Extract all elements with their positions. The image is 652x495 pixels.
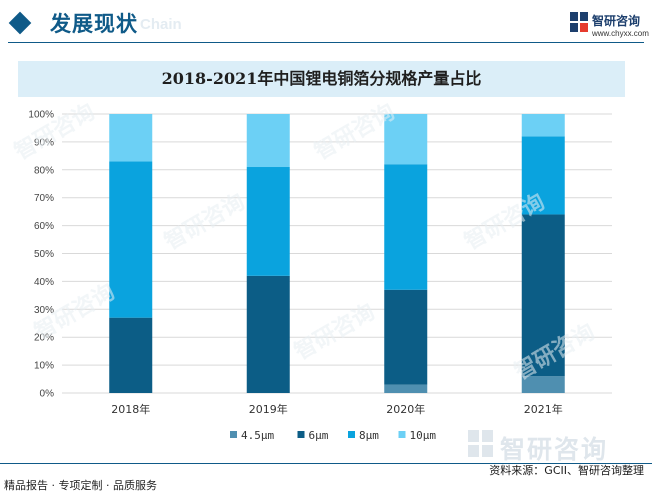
y-tick-label: 70% <box>34 193 54 204</box>
legend-swatch <box>297 431 305 438</box>
y-tick-label: 10% <box>34 361 54 372</box>
y-tick-label: 100% <box>28 110 54 121</box>
footer-slogan: 精品报告 · 专项定制 · 品质服务 <box>4 479 157 492</box>
y-tick-label: 90% <box>34 137 54 148</box>
brand-watermark-logo: 智研咨询 <box>468 430 638 464</box>
bar-segment <box>384 384 428 393</box>
section-header: 发展现状 Chain <box>0 0 652 46</box>
y-tick-label: 60% <box>34 221 54 232</box>
footer-divider <box>0 463 652 464</box>
legend-swatch <box>398 431 406 438</box>
y-tick-label: 20% <box>34 333 54 344</box>
bar-segment <box>521 136 565 215</box>
header-ghost-text: Chain <box>140 16 182 33</box>
logo-name: 智研咨询 <box>592 14 641 28</box>
logo-mark-icon <box>570 12 588 32</box>
legend-swatch <box>230 431 237 438</box>
brand-watermark-name: 智研咨询 <box>500 435 609 464</box>
stacked-bar-chart: 0% 10% 20% 30% 40% 50% 60% 70% 80% 90% 100% 2018年 20… <box>28 110 612 442</box>
y-tick-label: 50% <box>34 249 54 260</box>
chart-title-bar: 2018-2021年中国锂电铜箔分规格产量占比 <box>18 61 625 97</box>
bar-segment <box>109 317 153 393</box>
brand-mark-icon <box>468 430 493 457</box>
x-tick-label: 2018年 <box>111 402 150 416</box>
footer-source: 资料来源：GCII、智研咨询整理 <box>489 464 644 477</box>
y-tick-label: 0% <box>40 389 55 400</box>
y-tick-label: 40% <box>34 277 54 288</box>
bar-segment <box>246 114 290 168</box>
x-tick-label: 2021年 <box>524 402 563 416</box>
bar-segment <box>384 114 428 165</box>
diamond-icon <box>8 11 32 35</box>
bar-segment <box>246 167 290 276</box>
bar-segment <box>521 114 565 137</box>
y-tick-label: 80% <box>34 165 54 176</box>
legend-label: 8μm <box>359 429 379 442</box>
bar-segment <box>384 289 428 385</box>
logo: 智研咨询 www.chyxx.com <box>570 11 650 43</box>
legend-swatch <box>348 431 355 438</box>
bar-segment <box>521 214 565 377</box>
bar-segment <box>246 275 290 393</box>
section-title: 发展现状 <box>50 12 138 36</box>
bar-segment <box>384 164 428 290</box>
logo-url: www.chyxx.com <box>592 29 649 38</box>
chart-title: 2018-2021年中国锂电铜箔分规格产量占比 <box>161 69 482 88</box>
x-tick-label: 2020年 <box>386 402 425 416</box>
header-divider <box>8 42 644 43</box>
legend-label: 6μm <box>309 429 329 442</box>
y-tick-label: 30% <box>34 305 54 316</box>
legend-label: 10μm <box>410 429 437 442</box>
legend-label: 4.5μm <box>241 429 274 442</box>
bar-segment <box>521 376 565 393</box>
x-tick-label: 2019年 <box>249 402 288 416</box>
bar-segment <box>109 114 153 162</box>
bar-segment <box>109 161 153 318</box>
